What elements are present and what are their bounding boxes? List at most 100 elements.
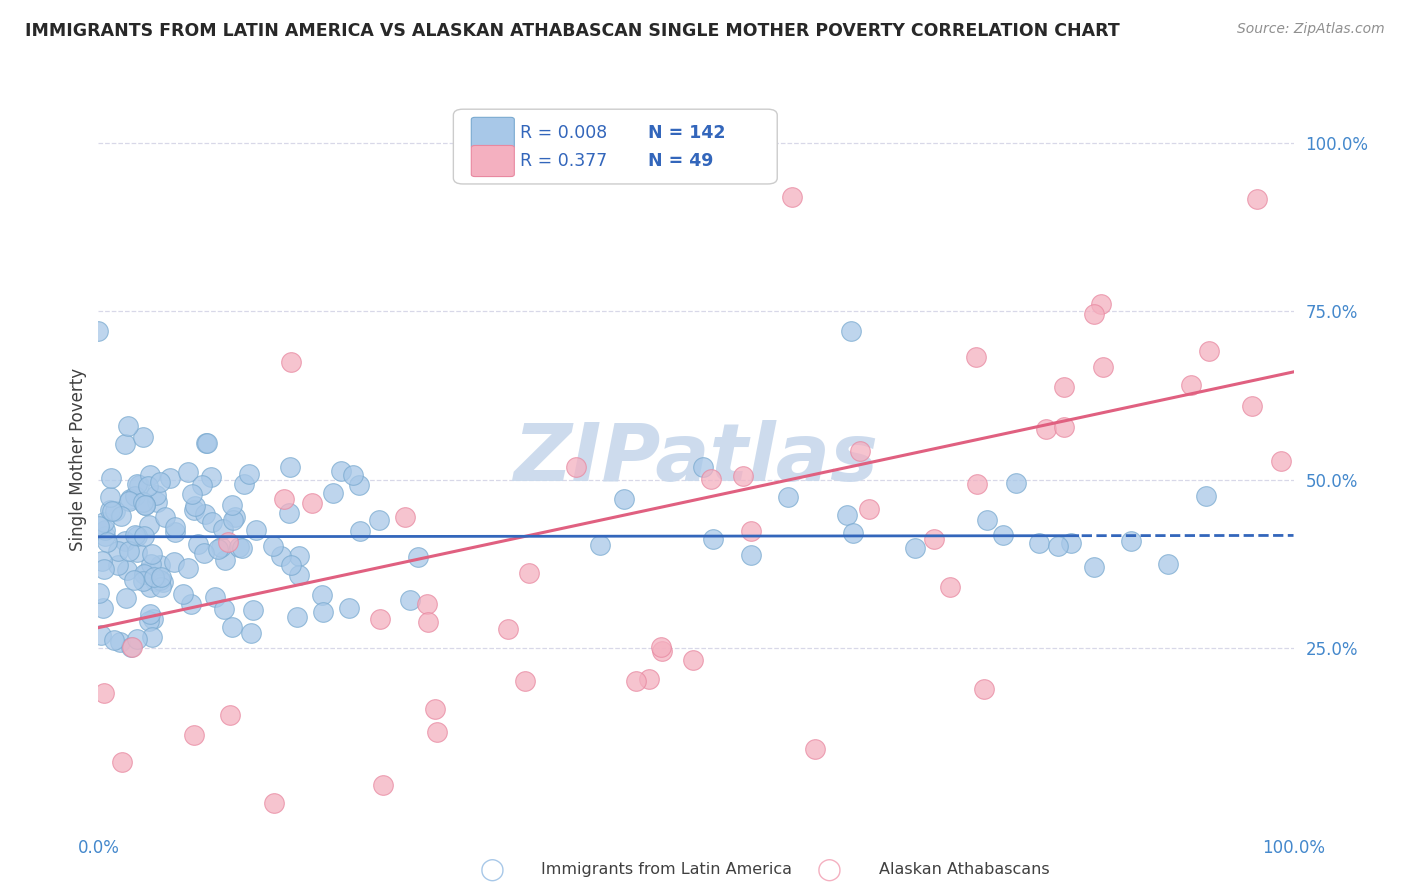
- Text: N = 142: N = 142: [648, 124, 725, 142]
- Point: [280, 460, 302, 475]
- Point: [993, 527, 1015, 541]
- Point: [415, 597, 437, 611]
- Point: [180, 597, 202, 611]
- Point: [423, 702, 446, 716]
- Point: [278, 506, 301, 520]
- Point: [212, 522, 235, 536]
- Point: [93, 562, 115, 576]
- Point: [207, 541, 229, 556]
- Point: [122, 573, 145, 587]
- Point: [149, 574, 172, 588]
- Point: [224, 510, 246, 524]
- Point: [589, 538, 612, 552]
- Text: IMMIGRANTS FROM LATIN AMERICA VS ALASKAN ATHABASCAN SINGLE MOTHER POVERTY CORREL: IMMIGRANTS FROM LATIN AMERICA VS ALASKAN…: [25, 22, 1121, 40]
- Point: [96, 534, 118, 549]
- Point: [90, 554, 112, 568]
- Point: [132, 495, 155, 509]
- Point: [136, 479, 159, 493]
- Point: [141, 630, 163, 644]
- Point: [93, 523, 115, 537]
- Point: [201, 515, 224, 529]
- Point: [132, 574, 155, 588]
- Point: [124, 527, 146, 541]
- Point: [214, 553, 236, 567]
- Point: [138, 518, 160, 533]
- Point: [214, 602, 236, 616]
- Text: R = 0.377: R = 0.377: [520, 152, 607, 170]
- Point: [87, 325, 110, 339]
- Point: [740, 524, 762, 538]
- Point: [183, 728, 205, 742]
- Point: [121, 640, 143, 654]
- FancyBboxPatch shape: [471, 145, 515, 177]
- Point: [104, 504, 127, 518]
- Point: [217, 535, 239, 549]
- Point: [418, 615, 440, 629]
- Y-axis label: Single Mother Poverty: Single Mother Poverty: [69, 368, 87, 551]
- Point: [337, 601, 360, 615]
- Point: [700, 472, 723, 486]
- Point: [139, 580, 162, 594]
- Point: [231, 541, 253, 556]
- Point: [183, 503, 205, 517]
- Point: [145, 495, 167, 509]
- Point: [141, 547, 163, 561]
- Point: [637, 673, 659, 687]
- Point: [1060, 536, 1083, 550]
- Point: [238, 467, 260, 481]
- Point: [263, 796, 285, 810]
- Point: [1198, 344, 1220, 359]
- Text: Alaskan Athabascans: Alaskan Athabascans: [879, 863, 1049, 877]
- Point: [139, 468, 162, 483]
- Point: [842, 525, 865, 540]
- Point: [1083, 560, 1105, 574]
- Point: [138, 614, 160, 628]
- Point: [93, 686, 115, 700]
- Point: [322, 486, 344, 500]
- Point: [740, 548, 762, 562]
- Point: [218, 707, 240, 722]
- FancyBboxPatch shape: [453, 109, 778, 184]
- Point: [134, 567, 156, 582]
- Point: [347, 477, 370, 491]
- Point: [87, 586, 110, 600]
- Point: [118, 543, 141, 558]
- Point: [183, 500, 205, 514]
- Point: [91, 601, 114, 615]
- Point: [976, 513, 998, 527]
- Point: [1047, 539, 1070, 553]
- Point: [804, 741, 827, 756]
- Point: [94, 528, 117, 542]
- Text: ◯: ◯: [817, 858, 842, 881]
- Point: [114, 437, 136, 451]
- Point: [152, 575, 174, 590]
- Point: [426, 724, 449, 739]
- Point: [135, 565, 157, 579]
- Point: [367, 513, 389, 527]
- Point: [149, 580, 172, 594]
- Point: [565, 460, 588, 475]
- Point: [349, 524, 371, 539]
- Point: [1119, 534, 1142, 549]
- Point: [124, 489, 146, 503]
- Point: [1053, 420, 1076, 434]
- Point: [200, 469, 222, 483]
- Point: [221, 498, 243, 512]
- Point: [222, 513, 245, 527]
- Point: [197, 436, 219, 450]
- Point: [145, 488, 167, 502]
- Point: [141, 558, 163, 572]
- Point: [1270, 453, 1292, 467]
- Point: [1194, 489, 1216, 503]
- Point: [938, 580, 960, 594]
- Point: [513, 674, 536, 689]
- Point: [114, 533, 136, 548]
- Point: [134, 498, 156, 512]
- Point: [778, 491, 800, 505]
- Point: [177, 465, 200, 479]
- Point: [368, 612, 391, 626]
- Point: [134, 499, 156, 513]
- Point: [1157, 557, 1180, 571]
- Point: [103, 632, 125, 647]
- Point: [1180, 378, 1202, 392]
